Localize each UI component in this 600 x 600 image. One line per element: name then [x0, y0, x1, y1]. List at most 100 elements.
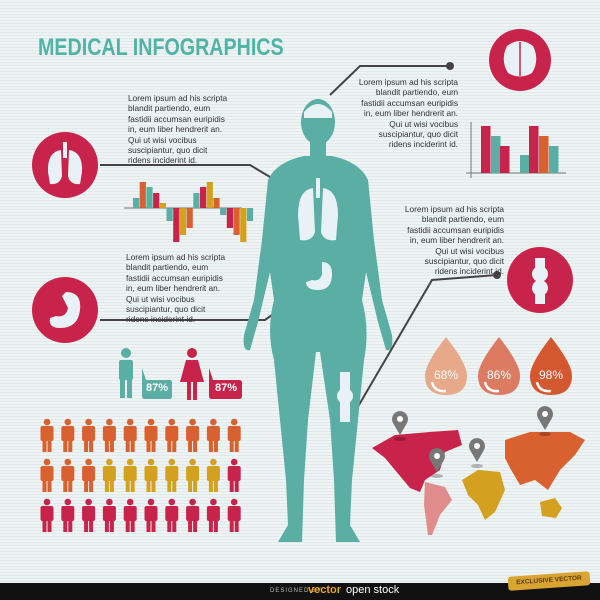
- text-line: Lorem ipsum ad his scripta: [404, 204, 504, 214]
- footer-bar: [0, 583, 600, 600]
- group-bar: [491, 136, 501, 173]
- text-line: ridens inciderint id.: [128, 155, 198, 166]
- drop-label: 86%: [486, 368, 512, 382]
- wave-bar: [186, 208, 193, 228]
- group-bar: [481, 126, 491, 173]
- lungs-circle: [32, 132, 98, 198]
- text-line: fastidii accumsan euripidis: [128, 113, 225, 124]
- text-line: blandit partiendo, eum: [126, 262, 209, 273]
- people-grid: [40, 418, 241, 532]
- text-block-brain: Lorem ipsum ad his scripta blandit partie…: [338, 77, 458, 150]
- person-icon: [102, 498, 116, 532]
- map-pin-icon: [537, 406, 553, 436]
- lungs-icon: [47, 142, 83, 185]
- person-icon: [206, 498, 220, 532]
- group-bar: [500, 146, 510, 173]
- text-line: suscipiantur, quo dicit: [378, 129, 458, 140]
- person-icon: [40, 418, 54, 452]
- text-line: suscipiantur, quo dicit: [128, 145, 208, 156]
- text-line: in, eum liber hendrerit an.: [126, 283, 221, 294]
- person-icon: [186, 498, 200, 532]
- wave-bar: [179, 208, 187, 235]
- female-icon: [180, 348, 204, 400]
- person-icon: [40, 458, 54, 492]
- wave-bar: [213, 198, 220, 208]
- drop-highlight: [535, 381, 552, 393]
- footer-brand: vector: [308, 584, 342, 596]
- south-america: [424, 482, 452, 535]
- map-pin-icon: [469, 438, 485, 468]
- person-icon: [165, 498, 179, 532]
- africa: [462, 470, 505, 520]
- wave-bar: [159, 203, 166, 208]
- text-line: blandit partiendo, eum: [128, 103, 211, 114]
- text-line: Lorem ipsum ad his scripta: [128, 93, 228, 103]
- text-line: suscipiantur, quo dicit: [126, 304, 206, 315]
- person-icon: [144, 498, 158, 532]
- text-line: ridens inciderint id.: [434, 266, 504, 277]
- person-icon: [165, 458, 179, 492]
- female-stat-bubble: [209, 368, 242, 399]
- group-bar: [520, 155, 530, 173]
- text-line: in, eum liber hendrerit an.: [409, 235, 504, 246]
- wave-bar: [233, 208, 240, 235]
- joint-circle: [507, 247, 573, 313]
- drop-label: 98%: [538, 368, 564, 382]
- text-line: blandit partiendo, eum: [421, 214, 504, 225]
- person-icon: [227, 458, 241, 492]
- wave-bar: [133, 198, 140, 208]
- wave-bar: [166, 208, 173, 221]
- wave-bar: [240, 208, 247, 242]
- text-line: ridens inciderint id.: [388, 139, 458, 150]
- page-title: MEDICAL INFOGRAPHICS: [38, 34, 284, 61]
- group-bar: [549, 146, 559, 173]
- text-line: Qui ut wisi vocibus: [389, 118, 458, 129]
- person-icon: [82, 458, 96, 492]
- text-line: fastidii accumsan euripidis: [361, 97, 458, 108]
- person-icon: [186, 418, 200, 452]
- map-pin-icon: [392, 411, 408, 441]
- text-line: suscipiantur, quo dicit: [424, 256, 504, 267]
- map-pin-icon: [429, 448, 445, 478]
- text-line: Lorem ipsum ad his scripta: [358, 77, 458, 87]
- wave-bar: [139, 182, 146, 208]
- text-line: ridens inciderint id.: [126, 314, 196, 325]
- map-pins: [392, 406, 553, 478]
- person-icon: [227, 498, 241, 532]
- person-icon: [206, 458, 220, 492]
- text-block-stomach: Lorem ipsum ad his scripta blandit partie…: [126, 252, 246, 325]
- person-icon: [227, 418, 241, 452]
- knee-joint-icon: [532, 258, 548, 304]
- stomach-circle: [32, 277, 98, 343]
- person-icon: [82, 418, 96, 452]
- grouped-bar-chart: [466, 122, 566, 178]
- wave-bar: [200, 187, 207, 208]
- person-icon: [61, 498, 75, 532]
- person-icon: [102, 418, 116, 452]
- connector-dot: [446, 62, 454, 70]
- wave-bar: [193, 193, 200, 208]
- person-icon: [102, 458, 116, 492]
- person-icon: [61, 418, 75, 452]
- asia: [505, 432, 585, 490]
- person-icon: [40, 498, 54, 532]
- australia: [540, 498, 562, 518]
- wave-bar: [226, 208, 233, 228]
- wave-bar: [246, 208, 254, 221]
- person-icon: [186, 458, 200, 492]
- female-percent: 87%: [214, 382, 238, 394]
- drop-highlight: [483, 381, 500, 393]
- person-icon: [165, 418, 179, 452]
- text-line: in, eum liber hendrerit an.: [128, 124, 223, 135]
- text-block-joint: Lorem ipsum ad his scripta blandit partie…: [384, 204, 504, 277]
- person-icon: [82, 498, 96, 532]
- text-line: blandit partiendo, eum: [375, 87, 458, 98]
- person-icon: [144, 418, 158, 452]
- footer-brand-suffix: open stock: [346, 584, 400, 596]
- wave-bar: [173, 208, 180, 242]
- text-line: Lorem ipsum ad his scripta: [126, 252, 226, 262]
- group-bar: [529, 126, 539, 173]
- text-block-lungs: Lorem ipsum ad his scripta blandit partie…: [128, 93, 248, 166]
- text-line: in, eum liber hendrerit an.: [363, 108, 458, 119]
